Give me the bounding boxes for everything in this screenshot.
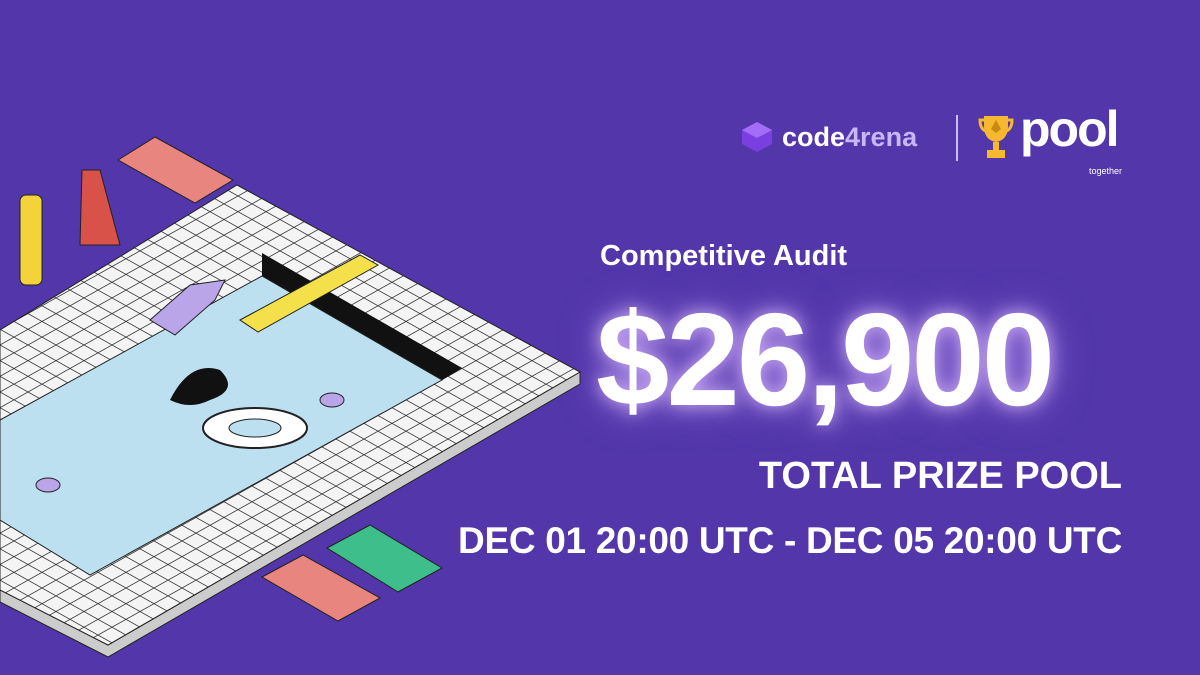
subtitle: Competitive Audit bbox=[600, 240, 848, 272]
code4rena-logo: code4rena bbox=[740, 120, 917, 154]
diving-board bbox=[239, 254, 380, 333]
dog-swimming bbox=[319, 392, 345, 408]
prize-amount: $26,900 bbox=[596, 286, 1055, 433]
mat-pink-bottom bbox=[260, 554, 382, 622]
logo-divider bbox=[956, 115, 958, 161]
code4rena-highlight: 4rena bbox=[845, 121, 918, 152]
swim-ring-hole bbox=[228, 418, 282, 438]
code4rena-prefix: code bbox=[782, 121, 846, 152]
shadow-splash bbox=[170, 368, 228, 405]
dog-swimming-2 bbox=[35, 477, 61, 493]
pool-illustration bbox=[0, 136, 582, 658]
trophy-icon bbox=[978, 116, 1014, 158]
audit-dates: DEC 01 20:00 UTC - DEC 05 20:00 UTC bbox=[458, 520, 1122, 561]
mat-green bbox=[325, 524, 444, 593]
pool-subtext: together bbox=[1088, 166, 1122, 176]
dog-standing-red-dress bbox=[79, 169, 121, 246]
code4rena-cube-icon bbox=[742, 122, 772, 152]
pool-wordmark: pool bbox=[1020, 101, 1120, 157]
prize-label: TOTAL PRIZE POOL bbox=[758, 455, 1122, 497]
mat-pink-top bbox=[117, 136, 234, 204]
diving-dog bbox=[149, 279, 226, 336]
dog-standing-yellow bbox=[19, 194, 43, 286]
pooltogether-logo: pool together bbox=[978, 104, 1124, 180]
